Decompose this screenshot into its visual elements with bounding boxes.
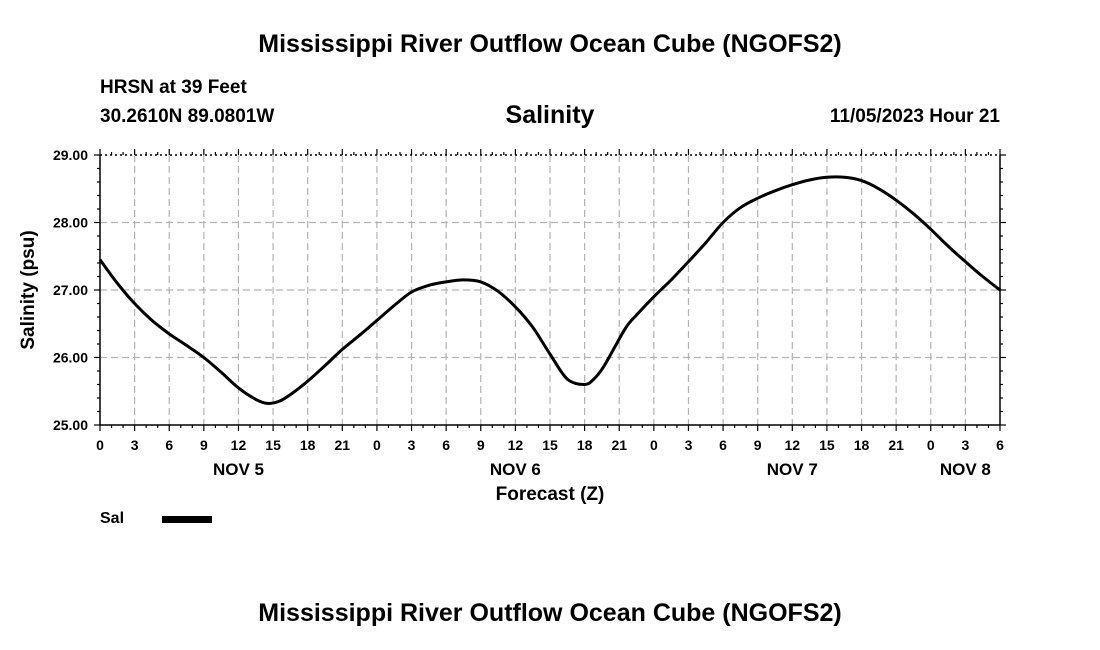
x-tick-label: 12 [231, 437, 247, 453]
y-tick-label: 25.00 [53, 417, 88, 433]
x-tick-label: 0 [927, 437, 935, 453]
x-tick-label: 15 [265, 437, 281, 453]
y-tick-label: 28.00 [53, 215, 88, 231]
x-tick-label: 18 [300, 437, 316, 453]
x-tick-label: 9 [754, 437, 762, 453]
chart-title-top: Mississippi River Outflow Ocean Cube (NG… [258, 30, 842, 58]
y-axis-title: Salinity (psu) [18, 230, 39, 349]
x-tick-label: 6 [719, 437, 727, 453]
chart-subtitle: Salinity [505, 101, 595, 129]
x-tick-label: 0 [650, 437, 658, 453]
x-tick-label: 3 [131, 437, 139, 453]
x-tick-label: 21 [611, 437, 627, 453]
x-tick-label: 3 [961, 437, 969, 453]
x-tick-label: 15 [542, 437, 558, 453]
x-tick-label: 9 [477, 437, 485, 453]
legend-swatch [162, 516, 212, 523]
station-label: HRSN at 39 Feet [100, 77, 247, 98]
coordinates-label: 30.2610N 89.0801W [100, 106, 275, 127]
x-tick-label: 0 [96, 437, 104, 453]
x-tick-label: 21 [335, 437, 351, 453]
x-axis-title: Forecast (Z) [496, 484, 605, 505]
datetime-label: 11/05/2023 Hour 21 [829, 106, 1000, 127]
x-tick-label: 12 [508, 437, 524, 453]
chart-title-bottom: Mississippi River Outflow Ocean Cube (NG… [258, 599, 842, 627]
day-label: NOV 8 [940, 460, 991, 479]
legend-label: Sal [100, 510, 125, 527]
x-tick-label: 21 [888, 437, 904, 453]
x-tick-label: 6 [996, 437, 1004, 453]
x-tick-label: 0 [373, 437, 381, 453]
day-label: NOV 6 [490, 460, 541, 479]
y-tick-label: 26.00 [53, 350, 88, 366]
day-label: NOV 5 [213, 460, 264, 479]
x-tick-label: 9 [200, 437, 208, 453]
x-tick-label: 3 [408, 437, 416, 453]
y-tick-label: 27.00 [53, 282, 88, 298]
x-tick-label: 18 [854, 437, 870, 453]
x-tick-label: 15 [819, 437, 835, 453]
x-tick-label: 3 [685, 437, 693, 453]
x-tick-label: 6 [442, 437, 450, 453]
day-label: NOV 7 [767, 460, 818, 479]
y-tick-label: 29.00 [53, 147, 88, 163]
series-line-sal [98, 175, 1001, 405]
x-tick-label: 18 [577, 437, 593, 453]
x-tick-label: 6 [165, 437, 173, 453]
x-tick-label: 12 [785, 437, 801, 453]
